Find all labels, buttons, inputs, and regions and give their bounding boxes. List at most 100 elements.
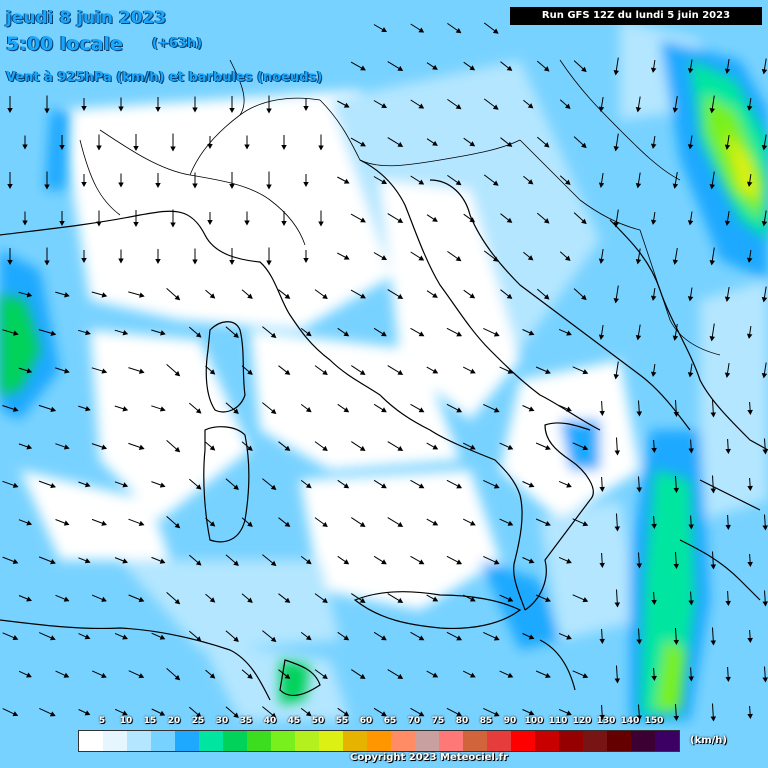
wind-arrow-head bbox=[613, 145, 619, 152]
wind-arrow-head bbox=[359, 521, 366, 527]
wind-arrow-head bbox=[598, 106, 605, 112]
wind-arrow-head bbox=[139, 292, 145, 298]
legend-swatch bbox=[631, 731, 655, 751]
wind-arrow-head bbox=[281, 145, 287, 151]
wind-arrow-head bbox=[581, 218, 587, 225]
legend-tick-label: 120 bbox=[572, 716, 592, 726]
wind-arrow-head bbox=[81, 106, 87, 112]
wind-arrow-head bbox=[688, 600, 694, 606]
wind-arrow-head bbox=[762, 601, 768, 607]
wind-arrow-head bbox=[170, 222, 176, 228]
wind-arrow-head bbox=[122, 558, 128, 564]
wind-arrow-head bbox=[81, 182, 87, 188]
wind-arrow-head bbox=[761, 220, 768, 227]
wind-arrow-head bbox=[469, 444, 476, 450]
wind-arrow-head bbox=[762, 449, 768, 455]
wind-arrow-head bbox=[469, 293, 476, 299]
wind-arrow-head bbox=[469, 596, 476, 602]
legend-swatch bbox=[655, 731, 679, 751]
legend-tick-label: 5 bbox=[98, 716, 106, 726]
wind-arrow-head bbox=[133, 146, 139, 152]
wind-arrow-head bbox=[138, 596, 145, 603]
wind-arrow-head bbox=[22, 144, 28, 150]
wind-arrow-head bbox=[343, 407, 350, 413]
wind-arrow-head bbox=[492, 180, 499, 186]
wind-arrow-head bbox=[456, 331, 463, 337]
wind-arrow-head bbox=[195, 636, 202, 642]
wind-arrow-head bbox=[650, 295, 657, 301]
wind-arrow-head bbox=[687, 144, 694, 150]
legend-tick-label: 85 bbox=[479, 716, 493, 726]
wind-arrow-head bbox=[673, 639, 680, 646]
wind-arrow-head bbox=[528, 710, 535, 716]
wind-arrow-head bbox=[493, 635, 500, 641]
wind-arrow-head bbox=[192, 259, 198, 265]
wind-arrow-head bbox=[381, 711, 387, 717]
wind-arrow-head bbox=[507, 672, 514, 678]
wind-arrow-head bbox=[170, 146, 176, 152]
wind-arrow-head bbox=[747, 485, 753, 492]
wind-arrow-head bbox=[687, 68, 694, 74]
wind-arrow-head bbox=[528, 634, 535, 640]
wind-arrow-head bbox=[233, 332, 239, 338]
wind-arrow-head bbox=[761, 372, 768, 379]
wind-arrow-head bbox=[155, 183, 161, 189]
wind-arrow-head bbox=[244, 144, 250, 150]
wind-arrow-head bbox=[96, 145, 102, 151]
wind-arrow-head bbox=[270, 712, 277, 719]
wind-arrow-head bbox=[527, 103, 534, 109]
wind-arrow-head bbox=[432, 368, 439, 374]
wind-arrow-head bbox=[305, 559, 312, 565]
wind-arrow-head bbox=[50, 635, 56, 641]
wind-arrow-head bbox=[381, 179, 388, 185]
wind-arrow-head bbox=[155, 107, 161, 113]
wind-arrow-head bbox=[492, 104, 499, 110]
wind-arrow-head bbox=[284, 445, 291, 451]
wind-arrow-head bbox=[598, 334, 605, 340]
wind-arrow-head bbox=[247, 673, 253, 679]
wind-arrow-head bbox=[343, 559, 350, 565]
wind-arrow-head bbox=[724, 220, 731, 226]
wind-arrow-head bbox=[545, 596, 551, 602]
wind-arrow-head bbox=[397, 445, 404, 451]
wind-arrow-head bbox=[746, 333, 753, 339]
wind-arrow-head bbox=[635, 106, 642, 113]
wind-arrow-head bbox=[493, 331, 500, 337]
wind-arrow-head bbox=[359, 445, 366, 451]
wind-arrow-head bbox=[50, 482, 56, 489]
wind-arrow-head bbox=[545, 444, 551, 450]
wind-arrow-head bbox=[747, 409, 753, 416]
wind-arrow-head bbox=[101, 444, 108, 450]
legend-tick-label: 40 bbox=[263, 716, 277, 726]
wind-arrow-head bbox=[233, 484, 239, 490]
wind-arrow-head bbox=[305, 407, 312, 413]
wind-arrow-head bbox=[507, 368, 514, 374]
wind-arrow-head bbox=[456, 483, 463, 489]
wind-arrow-head bbox=[650, 371, 657, 377]
wind-arrow-head bbox=[506, 141, 513, 147]
wind-arrow-head bbox=[688, 524, 694, 530]
wind-arrow-head bbox=[672, 183, 679, 189]
wind-arrow-head bbox=[543, 218, 550, 224]
wind-arrow-head bbox=[303, 182, 309, 188]
wind-arrow-head bbox=[343, 331, 350, 337]
wind-arrow-head bbox=[50, 559, 56, 565]
wind-arrow-head bbox=[209, 293, 216, 299]
wind-arrow-head bbox=[636, 487, 643, 493]
wind-arrow-head bbox=[229, 108, 235, 114]
wind-arrow-head bbox=[599, 562, 605, 569]
wind-arrow-head bbox=[564, 255, 571, 261]
wind-arrow-head bbox=[85, 329, 91, 336]
wind-arrow-head bbox=[160, 330, 166, 336]
wind-arrow-head bbox=[122, 330, 129, 336]
wind-arrow-head bbox=[432, 64, 438, 70]
wind-arrow-head bbox=[84, 634, 91, 640]
wind-arrow-head bbox=[673, 563, 680, 570]
wind-arrow-head bbox=[343, 711, 350, 717]
wind-arrow-head bbox=[635, 258, 642, 265]
wind-arrow-head bbox=[566, 558, 572, 564]
wind-arrow-head bbox=[709, 107, 715, 114]
wind-arrow-head bbox=[359, 369, 366, 375]
wind-arrow-head bbox=[84, 482, 91, 488]
wind-arrow-head bbox=[159, 558, 166, 564]
